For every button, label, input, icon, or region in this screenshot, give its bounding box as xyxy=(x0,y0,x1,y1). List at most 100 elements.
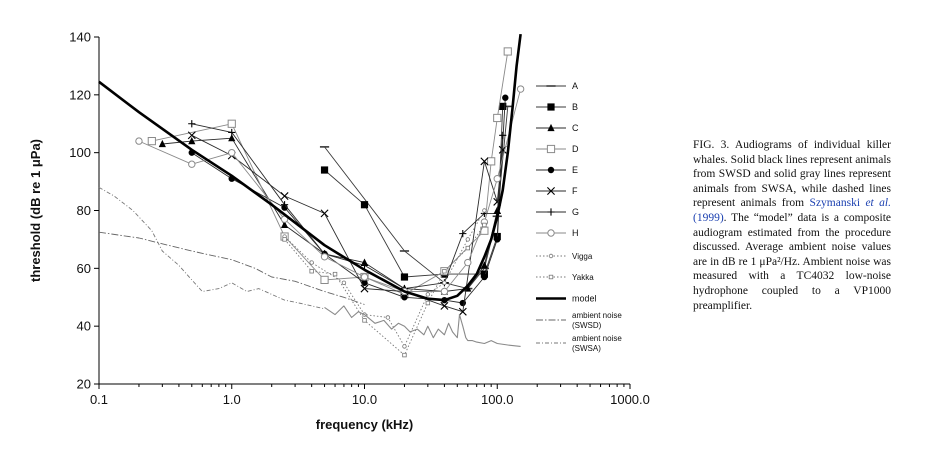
data-point xyxy=(341,280,347,285)
data-point xyxy=(402,344,407,349)
legend-item: ambient noise(SWSA) xyxy=(536,334,622,353)
data-point xyxy=(480,157,489,166)
y-tick-label: 20 xyxy=(77,377,91,392)
y-axis-ticks: 20 40 60 80 100 120 140 xyxy=(69,30,99,392)
data-point xyxy=(320,275,329,284)
data-point xyxy=(187,131,196,140)
data-point xyxy=(440,287,449,296)
data-point xyxy=(440,301,449,310)
legend-label: ambient noise xyxy=(572,311,622,320)
legend-item: A xyxy=(536,81,578,91)
y-tick-label: 60 xyxy=(77,261,91,276)
series-line xyxy=(98,187,325,310)
legend-label: Yakka xyxy=(572,273,594,282)
data-point xyxy=(547,229,555,237)
reference-etal: et al. xyxy=(865,197,891,210)
data-point xyxy=(503,47,512,56)
data-point xyxy=(464,258,472,267)
data-point xyxy=(188,137,196,145)
series-vigga xyxy=(282,208,487,349)
data-point xyxy=(516,85,525,93)
data-point xyxy=(228,128,236,137)
reference-author: Szymanski xyxy=(809,197,866,210)
series-ambient-noise-swsa xyxy=(98,187,325,310)
legend-label: F xyxy=(572,186,578,196)
legend-item: E xyxy=(536,165,578,175)
data-point xyxy=(425,300,431,306)
data-point xyxy=(361,279,368,286)
data-point xyxy=(228,134,236,142)
data-point xyxy=(547,166,555,174)
reference-year: (1999) xyxy=(693,211,724,224)
series-line xyxy=(98,33,522,302)
legend-label: D xyxy=(572,144,579,154)
legend-item: ambient noise(SWSD) xyxy=(536,311,622,330)
data-point xyxy=(280,220,289,229)
legend-label: H xyxy=(572,228,579,238)
legend-label: Vigga xyxy=(572,252,593,261)
legend-label: (SWSA) xyxy=(572,344,601,353)
y-tick-label: 140 xyxy=(69,30,91,45)
data-point xyxy=(320,166,329,174)
data-point xyxy=(147,137,156,146)
series-line xyxy=(98,231,365,305)
data-point xyxy=(360,261,369,270)
data-point xyxy=(442,280,447,285)
series-c xyxy=(158,134,501,295)
series-line xyxy=(138,88,522,292)
data-point xyxy=(480,261,488,269)
series-g xyxy=(188,120,507,293)
series-b xyxy=(320,102,507,281)
legend-item: H xyxy=(536,228,579,238)
data-point xyxy=(499,102,507,110)
data-point xyxy=(502,94,509,101)
series-ambient-noise-swsd xyxy=(98,231,365,305)
data-point xyxy=(481,273,488,281)
plot-area xyxy=(98,37,630,385)
legend-item: D xyxy=(536,144,579,154)
data-point xyxy=(465,245,470,251)
legend-label: B xyxy=(572,102,578,112)
data-point xyxy=(442,269,447,274)
legend-item: G xyxy=(536,207,579,217)
data-point xyxy=(309,260,314,265)
data-point xyxy=(320,209,329,218)
series-ambient-noise-measured xyxy=(324,305,521,347)
data-point xyxy=(385,315,391,320)
x-tick-label: 100.0 xyxy=(481,392,514,407)
data-point xyxy=(459,230,467,238)
data-point xyxy=(362,318,367,323)
data-point xyxy=(401,294,408,301)
data-point xyxy=(188,120,196,128)
y-tick-label: 40 xyxy=(77,319,91,334)
data-point xyxy=(493,113,502,123)
data-point xyxy=(280,192,289,201)
data-point xyxy=(360,273,369,281)
legend-label: model xyxy=(572,294,597,304)
legend-item: Yakka xyxy=(536,273,594,282)
data-point xyxy=(320,253,329,261)
legend-label: E xyxy=(572,165,578,175)
series-model xyxy=(98,33,522,302)
legend-label: (SWSD) xyxy=(572,321,602,330)
data-point xyxy=(487,157,496,166)
series-line xyxy=(324,305,521,347)
data-point xyxy=(360,201,369,209)
y-axis-label: threshold (dB re 1 μPa) xyxy=(28,139,43,282)
x-tick-label: 0.1 xyxy=(90,392,108,407)
legend-label: C xyxy=(572,123,579,133)
data-point xyxy=(459,299,466,307)
data-point xyxy=(547,123,555,132)
x-tick-label: 1000.0 xyxy=(610,392,650,407)
reference-link[interactable]: Szymanski et al. (1999) xyxy=(693,197,891,224)
series-yakka xyxy=(282,222,487,358)
legend-item: C xyxy=(536,123,579,133)
legend-label: ambient noise xyxy=(572,334,622,343)
data-point xyxy=(280,201,289,209)
caption-text-part2: . The “model” data is a composite audiog… xyxy=(693,211,891,312)
legend-item: F xyxy=(536,186,578,196)
data-point xyxy=(402,352,407,358)
data-point xyxy=(494,236,501,243)
series-line xyxy=(284,224,485,356)
